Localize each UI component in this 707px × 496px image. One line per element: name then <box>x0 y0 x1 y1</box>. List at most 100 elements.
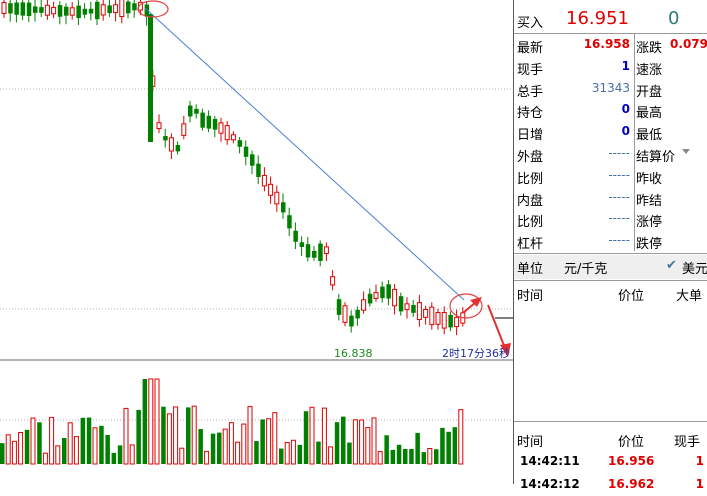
volume-bar <box>316 441 321 464</box>
candle-body <box>305 244 311 258</box>
trend-line[interactable] <box>144 7 465 301</box>
quote-row: 日增 0 最低 <box>514 121 707 143</box>
tick-hand: 1 <box>695 477 704 491</box>
candle-body <box>163 136 168 141</box>
candle-body <box>367 293 373 304</box>
quote-label: 最新 <box>517 41 544 56</box>
checkmark-icon[interactable]: ✔ <box>666 258 677 273</box>
volume-bar <box>371 417 377 465</box>
candle-body <box>57 5 63 17</box>
volume-bar <box>235 441 241 465</box>
candle-body <box>404 303 410 311</box>
candle-body <box>392 288 398 307</box>
candle-body <box>156 122 162 130</box>
quote-label-right: 速涨 <box>636 62 663 78</box>
candle-body <box>293 230 298 242</box>
quote-value: ----- <box>608 189 630 204</box>
buy-row[interactable]: 买入 16.951 0 <box>514 7 707 33</box>
volume-bar <box>86 417 92 464</box>
volume-bar <box>352 419 358 465</box>
quote-row: 内盘 ----- 昨结 <box>514 187 707 209</box>
volume-bar <box>359 419 365 465</box>
quote-value: ----- <box>608 146 630 160</box>
tick-hand: 1 <box>695 454 704 468</box>
volume-bar <box>427 447 433 465</box>
volume-bar <box>279 448 284 464</box>
volume-bar <box>0 443 5 464</box>
quote-label: 比例 <box>517 171 544 187</box>
quote-value: 16.958 <box>583 37 630 51</box>
quote-label-right: 昨收 <box>636 171 663 187</box>
trades-big-header: 大单 <box>676 289 703 304</box>
quote-value-right: 0.079 <box>670 37 707 51</box>
volume-bar <box>260 419 265 464</box>
quote-label-right: 最低 <box>636 128 663 144</box>
candle-body <box>454 316 460 328</box>
unit-bar[interactable]: 单位 元/千克 ✔ 美元 <box>514 255 707 279</box>
quote-label-right: 涨停 <box>636 215 663 231</box>
volume-bar <box>49 416 55 465</box>
volume-bar <box>284 442 290 465</box>
volume-bar <box>129 444 135 465</box>
volume-bar <box>210 433 216 464</box>
volume-bar <box>148 378 154 465</box>
candle-body <box>274 191 280 205</box>
candle-body <box>200 112 205 128</box>
volume-bar <box>24 429 30 464</box>
volume-bar <box>446 431 451 464</box>
currency-toggle[interactable]: 美元 <box>682 262 707 277</box>
volume-bar <box>409 448 414 464</box>
candle-body <box>64 6 69 16</box>
volume-bar <box>30 417 36 465</box>
low-price-label: 16.838 <box>334 347 373 360</box>
quote-row: 最新 16.958 涨跌 0.079 <box>514 34 707 56</box>
quote-label: 现手 <box>517 62 544 78</box>
dropdown-arrow-icon[interactable] <box>682 149 690 154</box>
volume-bar <box>266 418 272 465</box>
volume-bar <box>123 407 129 465</box>
quote-label-right: 涨跌 <box>636 41 663 56</box>
arrow-down-icon <box>500 343 511 357</box>
volume-bar <box>73 436 79 465</box>
candle-body <box>361 299 367 311</box>
candle-body <box>318 243 323 261</box>
volume-bar <box>11 440 17 465</box>
candle-body <box>281 202 286 213</box>
volume-bar <box>390 449 396 464</box>
candlestick-chart-area[interactable]: 16.838 2时17分36秒 <box>0 0 513 484</box>
candle-body <box>218 122 224 134</box>
quote-label: 内盘 <box>517 193 544 209</box>
volume-bar <box>111 452 117 464</box>
candle-body <box>243 146 249 157</box>
candle-body <box>26 2 32 17</box>
candle-body <box>107 5 112 14</box>
volume-bar <box>403 449 408 464</box>
volume-bar <box>415 432 420 464</box>
volume-bar <box>290 439 296 465</box>
candle-body <box>144 4 150 17</box>
candle-body <box>287 215 292 229</box>
quote-row: 现手 1 速涨 <box>514 56 707 78</box>
candle-body <box>256 163 261 177</box>
volume-bar <box>191 405 197 465</box>
candle-body <box>386 284 391 299</box>
candle-body <box>20 2 26 16</box>
candle-body <box>181 123 187 136</box>
volume-bar <box>161 406 166 464</box>
candle-body <box>95 1 100 20</box>
price-chart[interactable]: 16.838 2时17分36秒 <box>0 0 513 484</box>
volume-bar <box>440 427 445 464</box>
candle-body <box>398 296 404 312</box>
quote-row: 持仓 0 最高 <box>514 99 707 121</box>
tick-price: 16.956 <box>608 454 655 468</box>
candle-body <box>132 3 137 11</box>
volume-bar <box>452 427 458 464</box>
trades-header: 时间 价位 大单 <box>514 282 707 304</box>
quote-label: 杠杆 <box>517 237 544 253</box>
volume-bar <box>179 447 185 465</box>
divider <box>514 280 707 281</box>
quote-label: 比例 <box>517 215 544 231</box>
unit-select[interactable]: 元/千克 <box>564 262 608 277</box>
candle-body <box>76 5 81 19</box>
candle-body <box>416 302 422 321</box>
